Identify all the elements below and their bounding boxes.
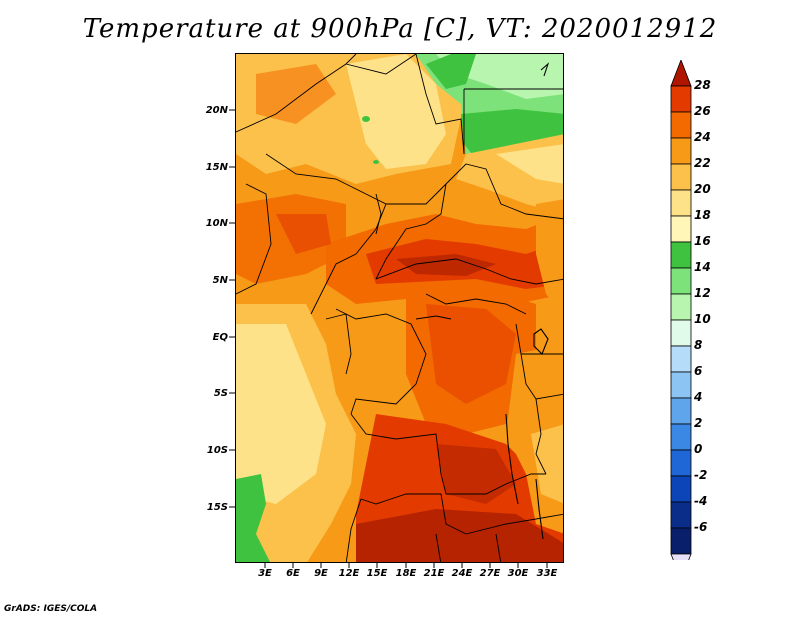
colorbar-segment [670, 319, 692, 347]
colorbar-label: 26 [694, 104, 711, 118]
grads-credit: GrADS: IGES/COLA [4, 604, 98, 614]
lakes [415, 62, 550, 540]
colorbar-segment [670, 215, 692, 243]
colorbar-label: 8 [694, 338, 703, 352]
colorbar-segment [670, 111, 692, 139]
field-sudan-18 [496, 144, 563, 184]
temperature-field [236, 54, 563, 562]
colorbar-segment [670, 85, 692, 113]
colorbar-segment [670, 163, 692, 191]
colorbar-bottom-arrow [670, 553, 692, 560]
field-central-28 [396, 254, 496, 276]
colorbar-segment [670, 371, 692, 399]
colorbar-segment [670, 293, 692, 321]
lon-label-9e: 9E [314, 568, 328, 579]
colorbar-segment [670, 527, 692, 555]
lon-label-18e: 18E [395, 568, 417, 579]
colorbar-label: 24 [694, 130, 711, 144]
lat-label-5s: 5S [213, 388, 228, 399]
colorbar-segment [670, 501, 692, 529]
colorbar-segment [670, 475, 692, 503]
lon-label-30e: 30E [507, 568, 529, 579]
field-atlantic-14 [236, 474, 270, 562]
colorbar-label: 6 [694, 364, 703, 378]
colorbar-segment [670, 137, 692, 165]
field-ethiopia-22 [536, 199, 563, 312]
map-title: Temperature at 900hPa [C], VT: 202001291… [82, 14, 718, 44]
lat-label-5n: 5N [212, 275, 228, 286]
colorbar-label: 20 [694, 182, 711, 196]
colorbar-top-arrow [670, 60, 692, 87]
field-northeast-14 [426, 54, 476, 89]
lat-label-10s: 10S [206, 445, 228, 456]
colorbar [670, 60, 692, 560]
field-sahara-warm [256, 64, 336, 124]
colorbar-segment [670, 345, 692, 373]
country-borders [236, 54, 563, 562]
lon-label-3e: 3E [258, 568, 272, 579]
lat-label-eq: EQ [212, 332, 228, 343]
field-sahara-18 [346, 54, 446, 169]
colorbar-label: 22 [694, 156, 711, 170]
lat-label-10n: 10N [205, 218, 228, 229]
colorbar-label: 16 [694, 234, 711, 248]
lon-label-27e: 27E [479, 568, 501, 579]
lat-label-15n: 15N [205, 162, 228, 173]
lon-label-33e: 33E [536, 568, 558, 579]
colorbar-label: 4 [694, 390, 703, 404]
colorbar-label: -4 [694, 494, 708, 508]
colorbar-segment [670, 449, 692, 477]
colorbar-segment [670, 267, 692, 295]
lat-label-15s: 15S [206, 502, 228, 513]
colorbar-label: 0 [694, 442, 703, 456]
colorbar-label: -6 [694, 520, 708, 534]
colorbar-segment [670, 423, 692, 451]
field-spot-green-1 [362, 116, 370, 122]
field-east-20 [531, 424, 563, 504]
field-spot-green-2 [373, 160, 379, 164]
colorbar-label: 18 [694, 208, 711, 222]
colorbar-segment [670, 189, 692, 217]
lat-label-20n: 20N [205, 105, 228, 116]
colorbar-segment [670, 397, 692, 425]
temperature-map [235, 53, 564, 563]
lon-label-15e: 15E [366, 568, 388, 579]
colorbar-label: 14 [694, 260, 711, 274]
colorbar-segment [670, 241, 692, 269]
field-nigeria-26 [276, 214, 331, 254]
lon-label-12e: 12E [338, 568, 360, 579]
lon-label-24e: 24E [451, 568, 473, 579]
colorbar-label: 12 [694, 286, 711, 300]
field-congo-26 [426, 304, 516, 404]
lon-label-6e: 6E [286, 568, 300, 579]
field-atlantic-18 [236, 324, 326, 504]
colorbar-label: 10 [694, 312, 711, 326]
colorbar-label: 2 [694, 416, 703, 430]
colorbar-label: 28 [694, 78, 711, 92]
lon-label-21e: 21E [423, 568, 445, 579]
colorbar-label: -2 [694, 468, 708, 482]
field-south-28 [356, 509, 563, 562]
